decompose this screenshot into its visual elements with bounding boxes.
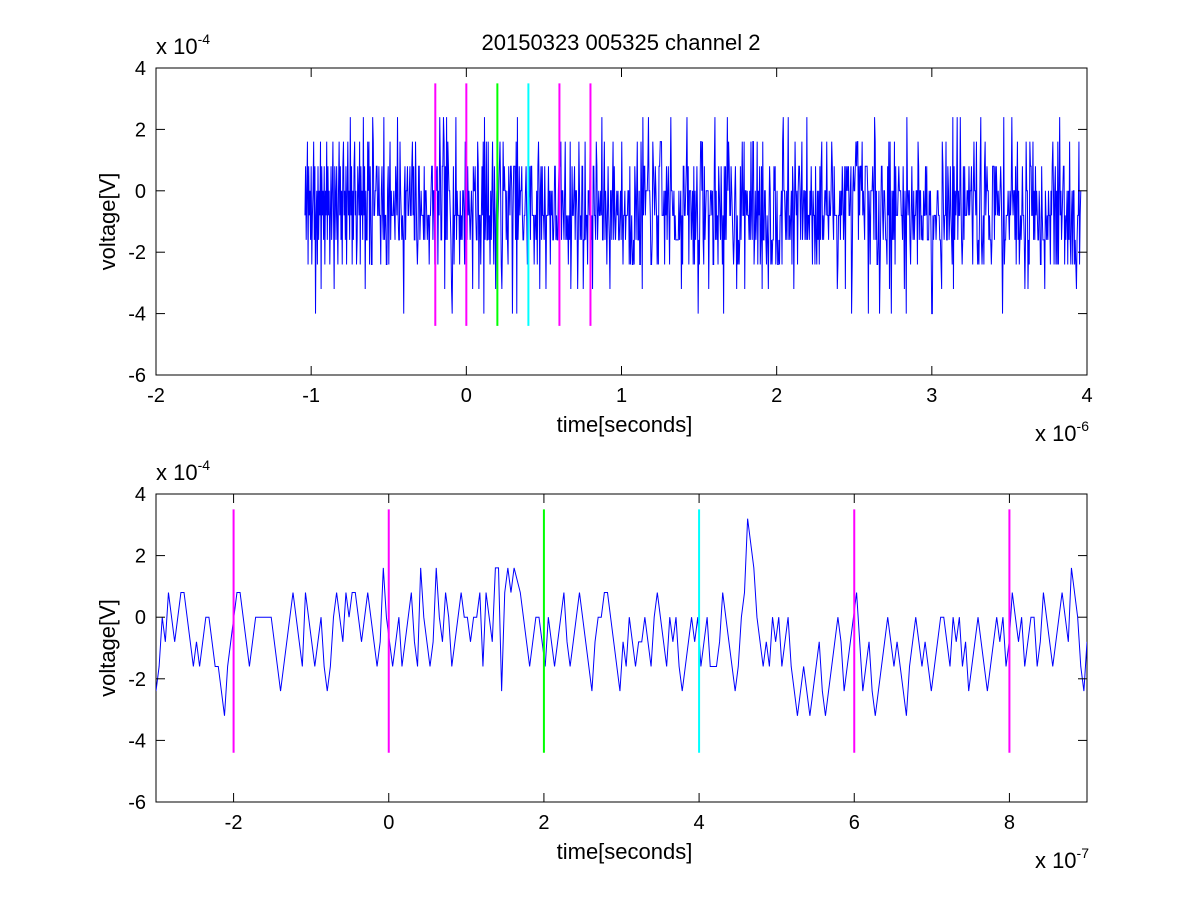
x-tick-label: -1 [302,385,320,407]
x-tick-label: -2 [225,812,243,834]
x-tick-label: 8 [1004,812,1015,834]
y-exponent: x 10-4 [156,457,210,485]
y-exponent: x 10-4 [156,31,210,59]
y-tick-label: 2 [135,546,146,568]
voltage-trace [156,518,1087,716]
y-tick-label: -2 [128,669,146,691]
x-tick-label: 4 [694,812,705,834]
x-tick-label: 4 [1081,385,1092,407]
y-tick-label: 2 [135,119,146,141]
x-exponent: x 10-6 [1035,418,1089,446]
x-tick-label: -2 [147,385,165,407]
y-tick-label: 4 [135,484,146,506]
x-exponent: x 10-7 [1035,845,1089,873]
y-tick-label: -4 [128,730,146,752]
x-tick-label: 0 [383,812,394,834]
voltage-trace [304,117,1082,315]
data-layer [304,83,1082,326]
x-tick-label: 2 [538,812,549,834]
y-tick-label: 0 [135,607,146,629]
y-axis-label: voltage[V] [95,599,120,697]
x-tick-label: 0 [461,385,472,407]
x-tick-label: 2 [771,385,782,407]
y-tick-label: -6 [128,792,146,814]
bottom-subplot: -2 0 2 4 6 8 -6 -4 -2 0 2 4 x 10-4 x 10-7 time[seconds… [95,457,1089,873]
data-layer [156,509,1087,753]
y-tick-label: 4 [135,58,146,80]
x-axis-label: time[seconds] [557,839,693,864]
x-tick-label: 6 [849,812,860,834]
x-tick-label: 1 [616,385,627,407]
x-tick-label: 3 [926,385,937,407]
y-tick-label: 0 [135,181,146,203]
x-axis-label: time[seconds] [557,412,693,437]
y-tick-label: -4 [128,304,146,326]
y-axis-label: voltage[V] [95,173,120,271]
y-tick-label: -6 [128,365,146,387]
chart-title: 20150323 005325 channel 2 [482,30,761,55]
y-tick-label: -2 [128,242,146,264]
plot-area-frame [155,493,1088,803]
top-subplot: -2 -1 0 1 2 3 4 -6 -4 -2 0 2 4 x 10-4 x 10-6 time[secon… [95,30,1093,446]
